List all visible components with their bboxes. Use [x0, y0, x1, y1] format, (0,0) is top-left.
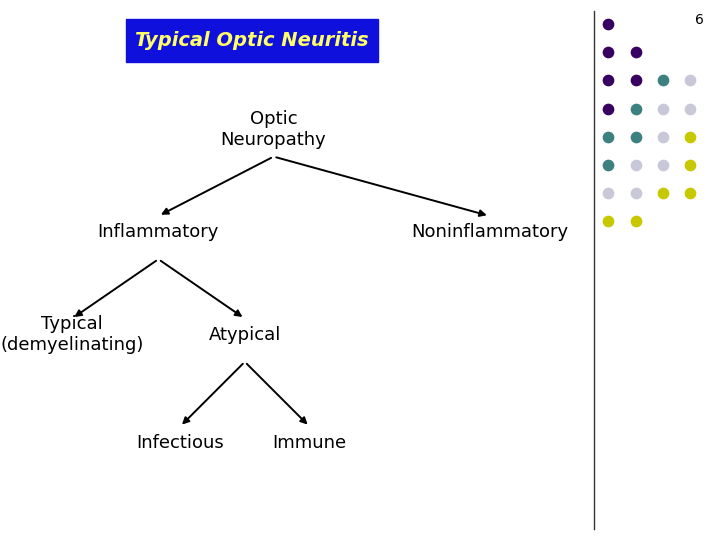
Text: Inflammatory: Inflammatory: [98, 223, 219, 241]
Point: [657, 132, 669, 141]
Point: [603, 48, 614, 57]
Point: [630, 48, 642, 57]
Point: [685, 188, 696, 197]
Point: [603, 20, 614, 29]
Text: Atypical: Atypical: [209, 326, 281, 344]
Point: [630, 217, 642, 225]
Point: [603, 188, 614, 197]
Text: Noninflammatory: Noninflammatory: [411, 223, 568, 241]
Point: [685, 76, 696, 85]
Point: [603, 132, 614, 141]
Text: Immune: Immune: [273, 434, 346, 452]
Point: [657, 188, 669, 197]
Text: Optic
Neuropathy: Optic Neuropathy: [221, 110, 326, 149]
Point: [630, 188, 642, 197]
Text: Typical Optic Neuritis: Typical Optic Neuritis: [135, 31, 369, 50]
Point: [630, 76, 642, 85]
Point: [603, 104, 614, 113]
Point: [603, 76, 614, 85]
Point: [657, 104, 669, 113]
Text: 6: 6: [696, 14, 704, 28]
Point: [657, 76, 669, 85]
Text: Infectious: Infectious: [136, 434, 224, 452]
Point: [630, 160, 642, 169]
Point: [657, 160, 669, 169]
Point: [685, 160, 696, 169]
Point: [685, 104, 696, 113]
Point: [630, 104, 642, 113]
Point: [630, 132, 642, 141]
Point: [603, 217, 614, 225]
Text: Typical
(demyelinating): Typical (demyelinating): [0, 315, 144, 354]
FancyBboxPatch shape: [126, 19, 378, 62]
Point: [603, 160, 614, 169]
Point: [685, 132, 696, 141]
